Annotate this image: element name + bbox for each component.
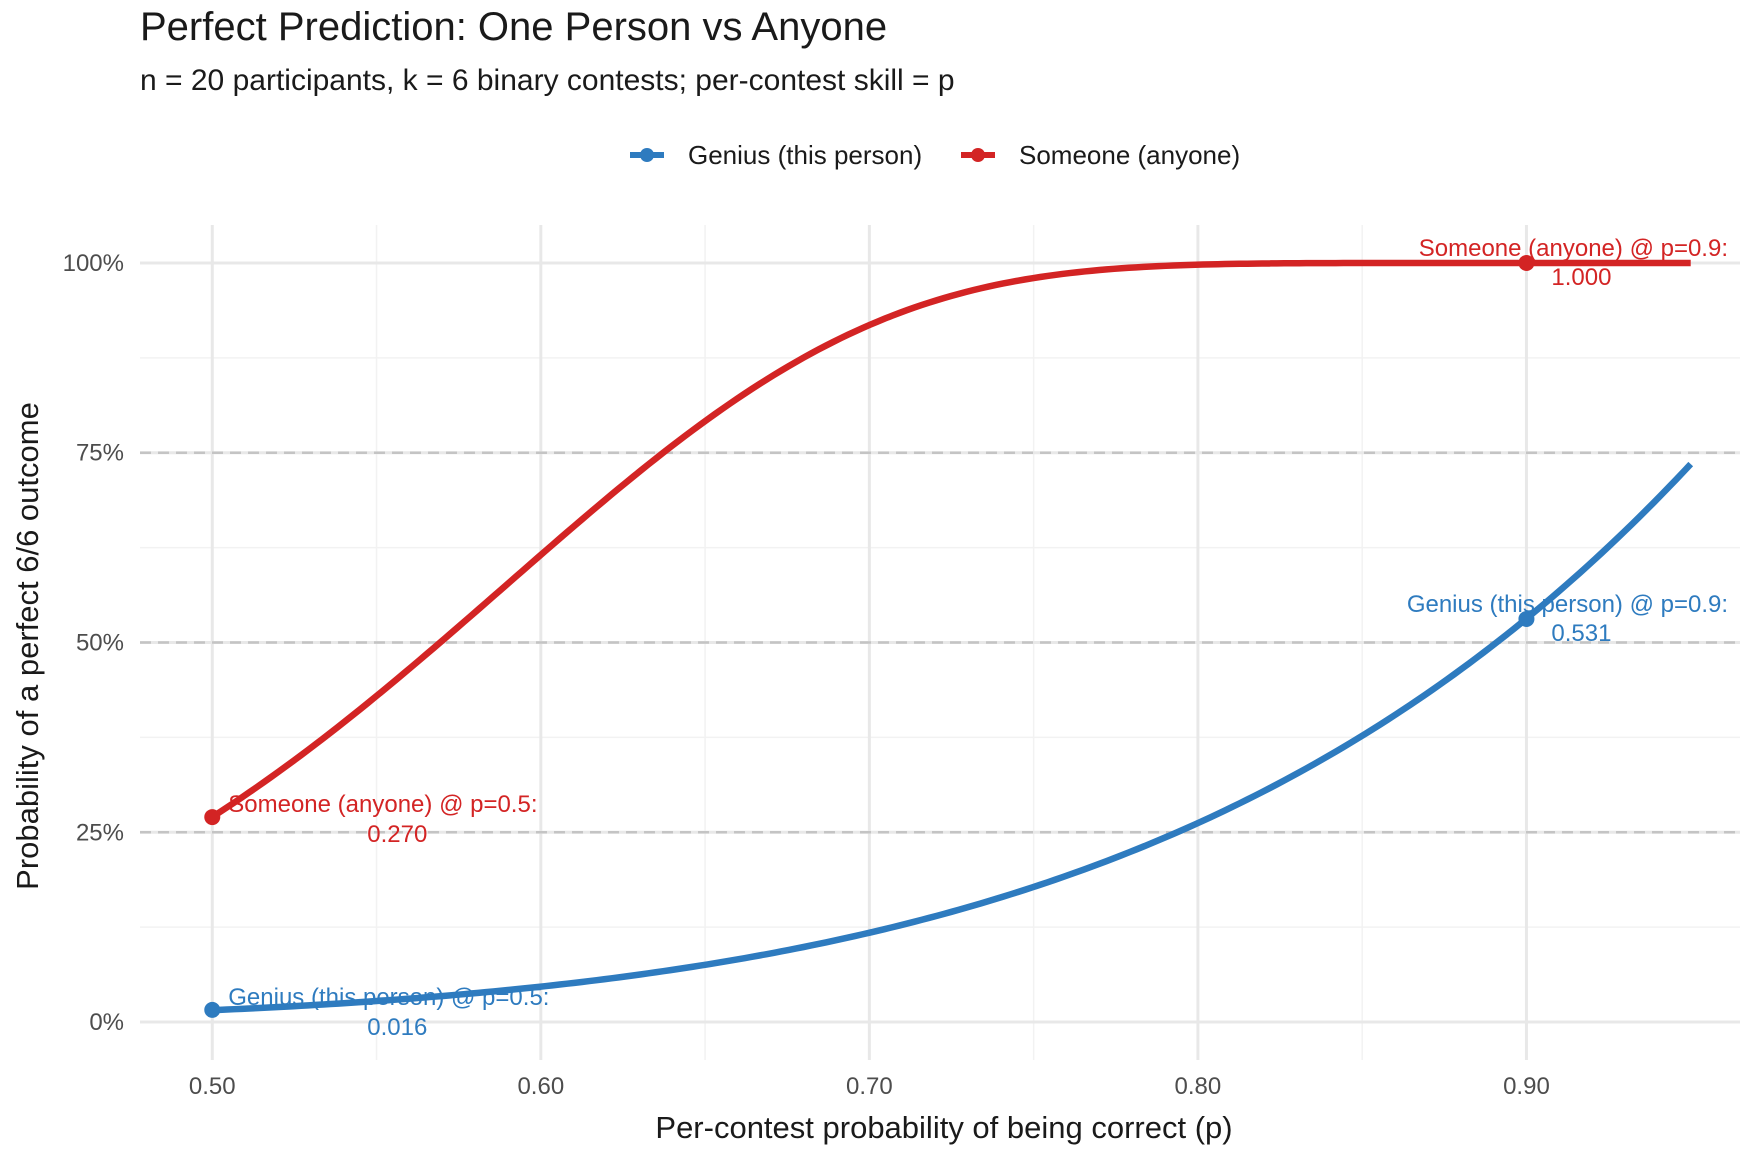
- chart-title: Perfect Prediction: One Person vs Anyone: [140, 5, 887, 49]
- series-lines: [210, 259, 1694, 1014]
- annotation-label: Someone (anyone) @ p=0.9:: [1419, 235, 1728, 262]
- series-line-genius: [212, 461, 1694, 1014]
- annotations: Genius (this person) @ p=0.5: 0.016 Genius…: [228, 235, 1728, 1041]
- annotation-value: 0.270: [367, 821, 427, 848]
- y-tick-label: 25%: [76, 819, 124, 846]
- data-point-genius: [1518, 610, 1535, 627]
- x-axis-title: Per-contest probability of being correct…: [655, 1110, 1232, 1145]
- chart-subtitle: n = 20 participants, k = 6 binary contes…: [140, 64, 955, 97]
- legend-key-dot-someone: [971, 148, 985, 162]
- y-axis-title: Probability of a perfect 6/6 outcome: [10, 402, 45, 890]
- legend-item-someone: Someone (anyone): [961, 140, 1240, 170]
- data-point-someone: [1518, 254, 1535, 271]
- x-tick-label: 0.70: [846, 1073, 893, 1100]
- annotation-label: Genius (this person) @ p=0.9:: [1407, 591, 1728, 618]
- annotation-value: 0.531: [1551, 620, 1611, 647]
- series-markers: [204, 254, 1535, 1018]
- y-axis-ticks: 0% 25% 50% 75% 100%: [63, 250, 124, 1036]
- annotation-label: Genius (this person) @ p=0.5:: [228, 984, 549, 1011]
- y-tick-label: 0%: [89, 1009, 124, 1036]
- data-point-genius: [204, 1001, 221, 1018]
- y-tick-label: 75%: [76, 440, 124, 467]
- legend-label-someone: Someone (anyone): [1019, 140, 1240, 170]
- legend-label-genius: Genius (this person): [688, 140, 922, 170]
- series-line-someone: [210, 259, 1691, 820]
- dashed-reference-lines: [140, 451, 1740, 834]
- annotation-label: Someone (anyone) @ p=0.5:: [228, 791, 537, 818]
- annotation-value: 0.016: [367, 1014, 427, 1041]
- x-tick-label: 0.90: [1503, 1073, 1550, 1100]
- x-tick-label: 0.60: [517, 1073, 564, 1100]
- y-tick-label: 100%: [63, 250, 124, 277]
- x-tick-label: 0.50: [189, 1073, 236, 1100]
- legend-item-genius: Genius (this person): [630, 140, 922, 170]
- legend: Genius (this person) Someone (anyone): [630, 140, 1240, 170]
- y-tick-label: 50%: [76, 630, 124, 657]
- x-axis-ticks: 0.50 0.60 0.70 0.80 0.90: [189, 1073, 1550, 1100]
- data-point-someone: [204, 809, 221, 826]
- annotation-value: 1.000: [1551, 264, 1611, 291]
- x-tick-label: 0.80: [1175, 1073, 1222, 1100]
- legend-key-dot-genius: [640, 148, 654, 162]
